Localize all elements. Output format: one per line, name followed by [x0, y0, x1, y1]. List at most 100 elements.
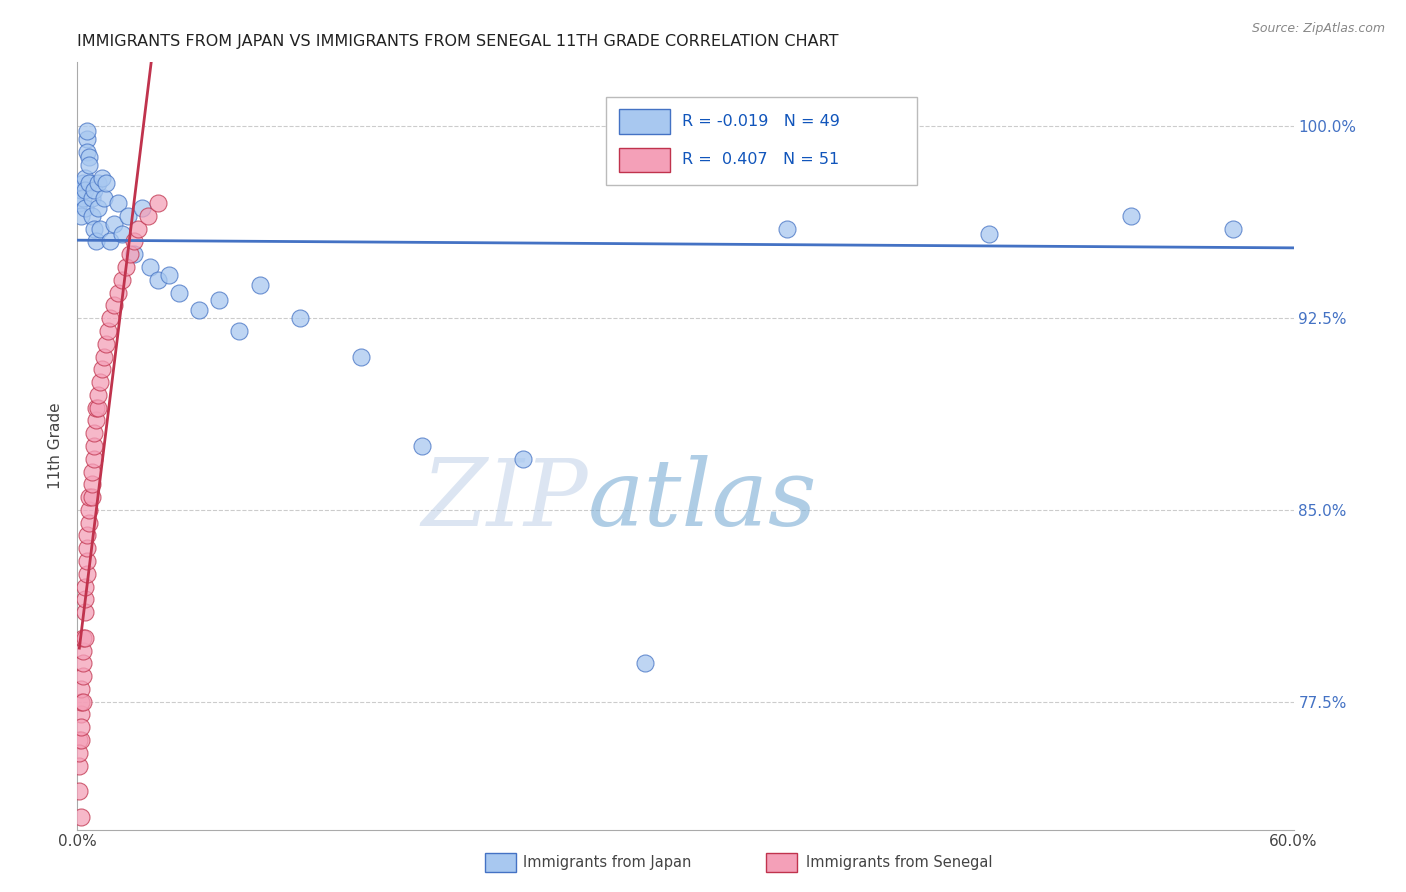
Point — [70, 720, 93, 734]
Point — [93, 350, 115, 364]
Point — [512, 451, 534, 466]
Point — [86, 176, 108, 190]
Point — [776, 221, 799, 235]
Text: IMMIGRANTS FROM JAPAN VS IMMIGRANTS FROM SENEGAL 11TH GRADE CORRELATION CHART: IMMIGRANTS FROM JAPAN VS IMMIGRANTS FROM… — [77, 34, 839, 49]
Point — [70, 733, 93, 747]
Point — [93, 191, 115, 205]
Point — [148, 273, 170, 287]
Point — [290, 311, 312, 326]
Bar — [619, 147, 669, 172]
Point — [80, 477, 103, 491]
Point — [83, 426, 105, 441]
Point — [86, 388, 108, 402]
Point — [122, 247, 145, 261]
Point — [188, 303, 211, 318]
Point — [107, 196, 129, 211]
Point — [111, 273, 134, 287]
Point — [94, 176, 117, 190]
Point — [117, 209, 139, 223]
Point — [979, 227, 1001, 241]
Point — [79, 158, 101, 172]
Point — [76, 528, 98, 542]
Point — [75, 201, 97, 215]
Text: Immigrants from Japan: Immigrants from Japan — [523, 855, 692, 870]
Text: atlas: atlas — [588, 455, 818, 545]
Point — [107, 285, 129, 300]
Point — [98, 235, 121, 249]
Point — [75, 170, 97, 185]
Y-axis label: 11th Grade: 11th Grade — [48, 402, 63, 490]
Point — [103, 217, 125, 231]
Point — [79, 503, 101, 517]
Point — [97, 324, 120, 338]
Point — [72, 191, 94, 205]
Point — [70, 695, 93, 709]
Point — [76, 132, 98, 146]
Point — [157, 268, 180, 282]
Point — [127, 221, 149, 235]
Point — [70, 183, 93, 197]
FancyBboxPatch shape — [606, 97, 917, 186]
Point — [72, 657, 94, 671]
Text: Source: ZipAtlas.com: Source: ZipAtlas.com — [1251, 22, 1385, 36]
Point — [70, 810, 93, 824]
Point — [67, 758, 90, 772]
Point — [67, 196, 90, 211]
Point — [208, 293, 231, 308]
Point — [83, 439, 105, 453]
Point — [94, 336, 117, 351]
Point — [70, 707, 93, 722]
Point — [131, 201, 153, 215]
Point — [79, 176, 101, 190]
Text: ZIP: ZIP — [422, 455, 588, 545]
Point — [249, 277, 271, 292]
Point — [411, 439, 433, 453]
Point — [136, 209, 159, 223]
Point — [80, 191, 103, 205]
Point — [89, 375, 111, 389]
Point — [115, 260, 138, 274]
Bar — [619, 109, 669, 134]
Point — [75, 592, 97, 607]
Point — [83, 451, 105, 466]
Point — [84, 401, 107, 415]
Text: R =  0.407   N = 51: R = 0.407 N = 51 — [682, 153, 839, 168]
Point — [79, 516, 101, 530]
Point — [80, 490, 103, 504]
Point — [76, 554, 98, 568]
Text: R = -0.019   N = 49: R = -0.019 N = 49 — [682, 114, 839, 129]
Point — [167, 285, 190, 300]
Point — [84, 235, 107, 249]
Point — [1121, 209, 1143, 223]
Point — [122, 235, 145, 249]
Point — [634, 657, 657, 671]
Point — [83, 183, 105, 197]
Point — [75, 605, 97, 619]
Point — [72, 669, 94, 683]
Point — [90, 170, 112, 185]
Point — [103, 298, 125, 312]
Point — [86, 201, 108, 215]
Point — [76, 541, 98, 556]
Point — [76, 124, 98, 138]
Point — [84, 413, 107, 427]
Point — [80, 465, 103, 479]
Point — [72, 631, 94, 645]
Point — [67, 784, 90, 798]
Point — [67, 733, 90, 747]
Point — [350, 350, 373, 364]
Point — [90, 362, 112, 376]
Point — [89, 221, 111, 235]
Point — [76, 145, 98, 159]
Point — [228, 324, 250, 338]
Point — [75, 183, 97, 197]
Point — [67, 746, 90, 760]
Point — [72, 695, 94, 709]
Point — [83, 221, 105, 235]
Point — [76, 566, 98, 581]
Point — [86, 401, 108, 415]
Point — [148, 196, 170, 211]
Point — [118, 247, 141, 261]
Point — [75, 580, 97, 594]
Point — [72, 176, 94, 190]
